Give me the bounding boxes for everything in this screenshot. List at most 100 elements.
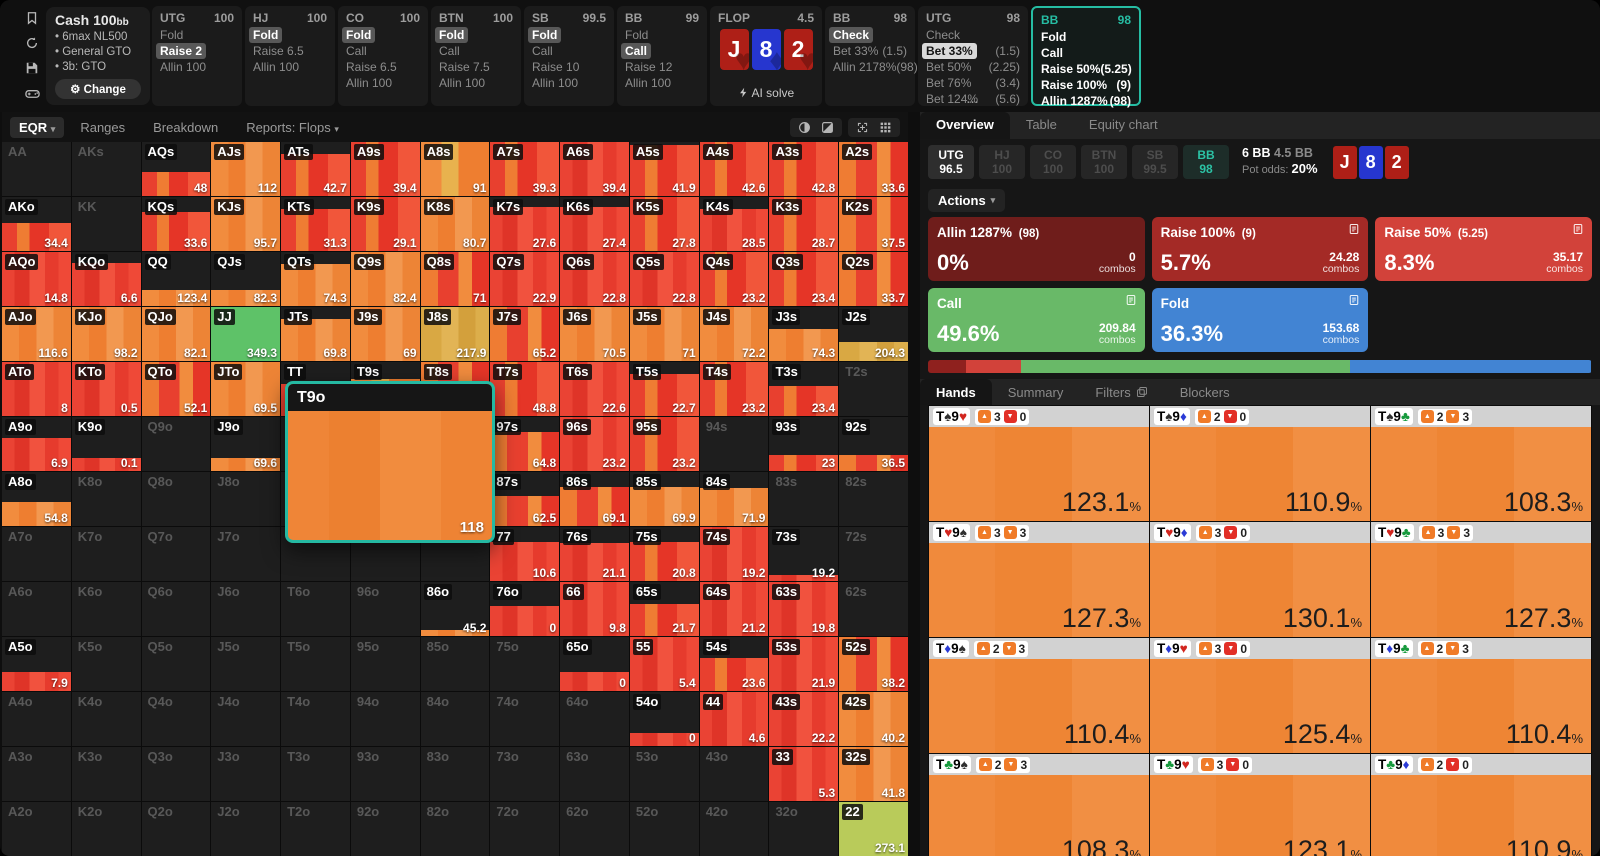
hand-cell-96o[interactable]: 96o <box>350 582 420 636</box>
node-column-BTN-100[interactable]: BTN 100 Fold Call Raise 7.5 Allin 100 <box>431 6 521 106</box>
hand-cell-84s[interactable]: 84s 71.9 <box>699 472 769 526</box>
hand-cell-JTs[interactable]: JTs 69.8 <box>281 307 350 361</box>
hand-cell-T4s[interactable]: T4s 23.2 <box>699 362 769 416</box>
hand-cell-JTo[interactable]: JTo 69.5 <box>211 362 281 416</box>
hand-cell-J9s[interactable]: J9s 69 <box>350 307 420 361</box>
hand-cell-A7o[interactable]: A7o <box>2 527 71 581</box>
hand-cell-52o[interactable]: 52o <box>629 802 699 856</box>
combo-card-Ts9h[interactable]: T♠9♥ ▲ 3 ▼ 0 123.1% <box>929 406 1149 521</box>
combo-card-Tc9s[interactable]: T♣9♠ ▲ 2 ▼ 3 108.3% <box>929 754 1149 856</box>
hand-cell-A2s[interactable]: A2s 33.6 <box>839 142 908 196</box>
action-raise-10[interactable]: Raise 10 <box>532 59 606 75</box>
tab-summary[interactable]: Summary <box>1007 384 1064 400</box>
hand-cell-72s[interactable]: 72s <box>839 527 908 581</box>
hand-cell-K2o[interactable]: K2o <box>71 802 141 856</box>
hand-cell-K6s[interactable]: K6s 27.4 <box>560 197 629 251</box>
combo-card-Ts9c[interactable]: T♠9♣ ▲ 2 ▼ 3 108.3% <box>1371 406 1591 521</box>
hand-cell-43s[interactable]: 43s 22.2 <box>769 692 839 746</box>
hand-cell-AQs[interactable]: AQs 48 <box>141 142 211 196</box>
action-fold[interactable]: Fold <box>435 27 513 43</box>
hand-cell-64s[interactable]: 64s 21.2 <box>699 582 769 636</box>
action-card-call[interactable]: Call 49.6% 209.84 combos <box>928 288 1145 352</box>
hand-cell-62o[interactable]: 62o <box>560 802 629 856</box>
hand-cell-43o[interactable]: 43o <box>699 747 769 801</box>
hand-cell-54s[interactable]: 54s 23.6 <box>699 637 769 691</box>
hand-cell-QTs[interactable]: QTs 74.3 <box>281 252 350 306</box>
hand-cell-T5o[interactable]: T5o <box>281 637 350 691</box>
hand-cell-KJo[interactable]: KJo 98.2 <box>71 307 141 361</box>
action-card-allin-1287[interactable]: Allin 1287% (98) 0% 0 combos <box>928 217 1145 281</box>
hand-cell-63o[interactable]: 63o <box>560 747 629 801</box>
action-call[interactable]: Call <box>346 43 420 59</box>
reset-history-icon[interactable] <box>24 35 40 51</box>
hand-cell-J3o[interactable]: J3o <box>211 747 281 801</box>
hand-cell-Q3o[interactable]: Q3o <box>141 747 211 801</box>
node-column-SB-99.5[interactable]: SB 99.5 Fold Call Raise 10 Allin 100 <box>524 6 614 106</box>
hand-cell-A9o[interactable]: A9o 6.9 <box>2 417 71 471</box>
hand-cell-QQ[interactable]: QQ 123.4 <box>141 252 211 306</box>
hand-cell-Q4o[interactable]: Q4o <box>141 692 211 746</box>
hand-cell-K7s[interactable]: K7s 27.6 <box>490 197 560 251</box>
hand-cell-K9s[interactable]: K9s 29.1 <box>350 197 420 251</box>
hand-cell-J6o[interactable]: J6o <box>211 582 281 636</box>
tab-ranges[interactable]: Ranges <box>80 119 126 135</box>
hand-cell-J5o[interactable]: J5o <box>211 637 281 691</box>
action-allin-100[interactable]: Allin 100 <box>253 59 327 75</box>
node-column-BB-99[interactable]: BB 99 Fold Call Raise 12 Allin 100 <box>617 6 707 106</box>
position-chip-BB[interactable]: BB 98 <box>1183 145 1229 179</box>
combo-card-Td9c[interactable]: T♦9♣ ▲ 2 ▼ 3 110.4% <box>1371 638 1591 753</box>
hand-cell-82o[interactable]: 82o <box>420 802 490 856</box>
position-chip-HJ[interactable]: HJ 100 <box>979 145 1025 179</box>
hand-cell-84o[interactable]: 84o <box>420 692 490 746</box>
hand-cell-T6o[interactable]: T6o <box>281 582 350 636</box>
hand-cell-K8s[interactable]: K8s 80.7 <box>420 197 490 251</box>
hand-cell-KTs[interactable]: KTs 31.3 <box>281 197 350 251</box>
action-call[interactable]: Call <box>532 43 606 59</box>
hand-cell-32o[interactable]: 32o <box>769 802 839 856</box>
hand-cell-J9o[interactable]: J9o 69.6 <box>211 417 281 471</box>
eqr-dropdown[interactable]: EQR ▾ <box>10 116 65 138</box>
hand-cell-T2s[interactable]: T2s <box>839 362 908 416</box>
tab-table[interactable]: Table <box>1025 117 1057 132</box>
hand-cell-A4o[interactable]: A4o <box>2 692 71 746</box>
hand-cell-K2s[interactable]: K2s 37.5 <box>839 197 908 251</box>
hand-cell-A5o[interactable]: A5o 7.9 <box>2 637 71 691</box>
hand-cell-AKs[interactable]: AKs <box>71 142 141 196</box>
hand-cell-A5s[interactable]: A5s 41.9 <box>629 142 699 196</box>
hand-cell-93s[interactable]: 93s 23 <box>769 417 839 471</box>
hand-cell-33[interactable]: 33 5.3 <box>769 747 839 801</box>
hand-cell-J6s[interactable]: J6s 70.5 <box>560 307 629 361</box>
combo-card-Td9h[interactable]: T♦9♥ ▲ 3 ▼ 0 125.4% <box>1150 638 1370 753</box>
hand-cell-44[interactable]: 44 4.6 <box>699 692 769 746</box>
node-column-UTG-98[interactable]: UTG 98 Check Bet 33% (1.5) Bet 50% (2.25) Bet 7… <box>918 6 1028 106</box>
hand-cell-Q9s[interactable]: Q9s 82.4 <box>350 252 420 306</box>
hand-cell-A8o[interactable]: A8o 54.8 <box>2 472 71 526</box>
hand-cell-95o[interactable]: 95o <box>350 637 420 691</box>
hand-cell-K9o[interactable]: K9o 0.1 <box>71 417 141 471</box>
action-card-fold[interactable]: Fold 36.3% 153.68 combos <box>1151 288 1369 352</box>
hand-cell-64o[interactable]: 64o <box>560 692 629 746</box>
action-bet-50-[interactable]: Bet 50% (2.25) <box>926 59 1020 75</box>
hand-cell-J5s[interactable]: J5s 71 <box>629 307 699 361</box>
hand-cell-A2o[interactable]: A2o <box>2 802 71 856</box>
more-actions[interactable]: ... <box>966 94 980 106</box>
hand-cell-A4s[interactable]: A4s 42.6 <box>699 142 769 196</box>
hand-cell-J2s[interactable]: J2s 204.3 <box>839 307 908 361</box>
hand-cell-KJs[interactable]: KJs 95.7 <box>211 197 281 251</box>
position-chip-CO[interactable]: CO 100 <box>1030 145 1076 179</box>
hand-cell-J7o[interactable]: J7o <box>211 527 281 581</box>
action-card-raise-50[interactable]: Raise 50% (5.25) 8.3% 35.17 combos <box>1375 217 1592 281</box>
gamepad-icon[interactable] <box>24 85 40 101</box>
hand-cell-95s[interactable]: 95s 23.2 <box>629 417 699 471</box>
action-bet-33-[interactable]: Bet 33% (1.5) <box>922 43 1020 59</box>
hand-cell-Q8s[interactable]: Q8s 71 <box>420 252 490 306</box>
action-call[interactable]: Call <box>1041 45 1131 61</box>
action-raise-7-5[interactable]: Raise 7.5 <box>439 59 513 75</box>
hand-cell-QTo[interactable]: QTo 52.1 <box>141 362 211 416</box>
tab-reports-flops[interactable]: Reports: Flops ▾ <box>246 119 339 135</box>
action-fold[interactable]: Fold <box>1041 29 1131 45</box>
action-fold[interactable]: Fold <box>160 27 234 43</box>
action-check[interactable]: Check <box>926 27 1020 43</box>
hand-cell-K3o[interactable]: K3o <box>71 747 141 801</box>
hand-cell-93o[interactable]: 93o <box>350 747 420 801</box>
